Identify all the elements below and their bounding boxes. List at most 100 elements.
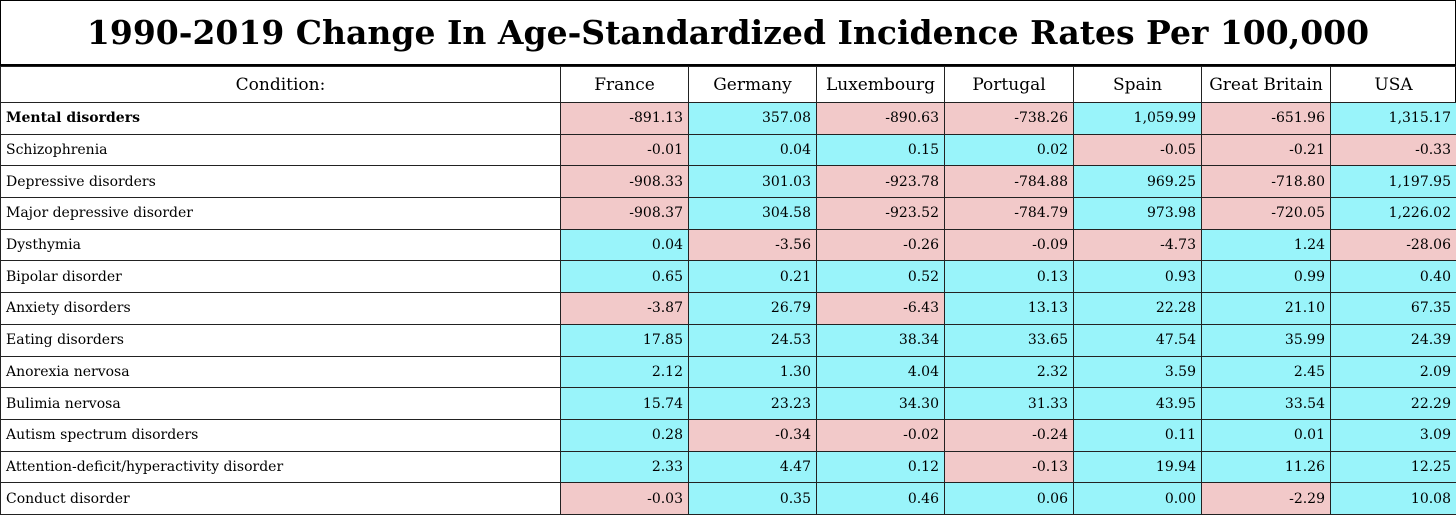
column-header: Luxembourg (816, 66, 945, 103)
value-cell: 2.12 (560, 355, 689, 389)
value-cell: 1,197.95 (1330, 165, 1456, 199)
value-cell: -738.26 (944, 102, 1074, 135)
value-cell: 34.30 (816, 387, 945, 420)
value-cell: 10.08 (1330, 482, 1456, 515)
value-cell: 12.25 (1330, 450, 1456, 484)
value-cell: 0.15 (816, 133, 945, 167)
table-row: Anxiety disorders -3.87 26.79 -6.43 13.13 22.… (0, 292, 1456, 325)
value-cell: 3.09 (1330, 418, 1456, 452)
table-row: Anorexia nervosa 2.12 1.30 4.04 2.32 3.59 2.45… (0, 355, 1456, 389)
column-header: Portugal (944, 66, 1074, 103)
value-cell: 2.45 (1201, 355, 1331, 389)
value-cell: 973.98 (1073, 197, 1202, 230)
value-cell: 43.95 (1073, 387, 1202, 420)
value-cell: -651.96 (1201, 102, 1331, 135)
condition-cell: Anxiety disorders (0, 292, 561, 325)
value-cell: -0.33 (1330, 133, 1456, 167)
value-cell: 0.21 (688, 260, 817, 294)
value-cell: 23.23 (688, 387, 817, 420)
value-cell: 33.54 (1201, 387, 1331, 420)
value-cell: -2.29 (1201, 482, 1331, 515)
table-row: Eating disorders 17.85 24.53 38.34 33.65 47.5… (0, 323, 1456, 357)
value-cell: 0.04 (688, 133, 817, 167)
value-cell: 0.40 (1330, 260, 1456, 294)
value-cell: 0.28 (560, 418, 689, 452)
value-cell: -0.13 (944, 450, 1074, 484)
value-cell: 0.13 (944, 260, 1074, 294)
condition-cell: Major depressive disorder (0, 197, 561, 230)
value-cell: 19.94 (1073, 450, 1202, 484)
condition-cell: Dysthymia (0, 228, 561, 262)
value-cell: -0.01 (560, 133, 689, 167)
value-cell: -908.37 (560, 197, 689, 230)
condition-cell: Anorexia nervosa (0, 355, 561, 389)
value-cell: -784.88 (944, 165, 1074, 199)
value-cell: -890.63 (816, 102, 945, 135)
value-cell: -0.03 (560, 482, 689, 515)
value-cell: 2.33 (560, 450, 689, 484)
header-row: Condition: France Germany Luxembourg Por… (0, 66, 1456, 103)
table-row: Depressive disorders -908.33 301.03 -923.78… (0, 165, 1456, 199)
value-cell: 22.28 (1073, 292, 1202, 325)
value-cell: 0.65 (560, 260, 689, 294)
condition-cell: Attention-deficit/hyperactivity disorder (0, 450, 561, 484)
value-cell: 4.04 (816, 355, 945, 389)
value-cell: 38.34 (816, 323, 945, 357)
value-cell: -923.52 (816, 197, 945, 230)
value-cell: 21.10 (1201, 292, 1331, 325)
value-cell: 969.25 (1073, 165, 1202, 199)
value-cell: -784.79 (944, 197, 1074, 230)
value-cell: 0.06 (944, 482, 1074, 515)
value-cell: 0.46 (816, 482, 945, 515)
value-cell: 11.26 (1201, 450, 1331, 484)
value-cell: 15.74 (560, 387, 689, 420)
value-cell: 0.11 (1073, 418, 1202, 452)
condition-cell: Mental disorders (0, 102, 561, 135)
value-cell: -923.78 (816, 165, 945, 199)
value-cell: 304.58 (688, 197, 817, 230)
table-row: Schizophrenia -0.01 0.04 0.15 0.02 -0.05 -0.21… (0, 133, 1456, 167)
value-cell: -0.26 (816, 228, 945, 262)
value-cell: -3.87 (560, 292, 689, 325)
value-cell: 0.04 (560, 228, 689, 262)
condition-cell: Conduct disorder (0, 482, 561, 515)
table-row: Bulimia nervosa 15.74 23.23 34.30 31.33 43.95… (0, 387, 1456, 420)
value-cell: 31.33 (944, 387, 1074, 420)
column-header: Germany (688, 66, 817, 103)
condition-cell: Autism spectrum disorders (0, 418, 561, 452)
data-table: Condition: France Germany Luxembourg Por… (0, 66, 1456, 515)
value-cell: 0.12 (816, 450, 945, 484)
value-cell: -720.05 (1201, 197, 1331, 230)
value-cell: 67.35 (1330, 292, 1456, 325)
column-header: Great Britain (1201, 66, 1331, 103)
value-cell: 2.32 (944, 355, 1074, 389)
condition-cell: Eating disorders (0, 323, 561, 357)
value-cell: -0.34 (688, 418, 817, 452)
column-header: Spain (1073, 66, 1202, 103)
value-cell: 1.30 (688, 355, 817, 389)
value-cell: 1,059.99 (1073, 102, 1202, 135)
value-cell: 17.85 (560, 323, 689, 357)
chart-title: 1990-2019 Change In Age-Standardized Inc… (0, 0, 1456, 66)
value-cell: 0.35 (688, 482, 817, 515)
table-row: Conduct disorder -0.03 0.35 0.46 0.06 0.00 -2.… (0, 482, 1456, 515)
value-cell: 13.13 (944, 292, 1074, 325)
table-row: Bipolar disorder 0.65 0.21 0.52 0.13 0.93 0.99… (0, 260, 1456, 294)
value-cell: -6.43 (816, 292, 945, 325)
column-header: USA (1330, 66, 1456, 103)
value-cell: 33.65 (944, 323, 1074, 357)
value-cell: -0.02 (816, 418, 945, 452)
value-cell: -4.73 (1073, 228, 1202, 262)
value-cell: 2.09 (1330, 355, 1456, 389)
value-cell: 0.52 (816, 260, 945, 294)
value-cell: -0.24 (944, 418, 1074, 452)
value-cell: -3.56 (688, 228, 817, 262)
table-row: Dysthymia 0.04 -3.56 -0.26 -0.09 -4.73 1.24 -28… (0, 228, 1456, 262)
condition-cell: Bipolar disorder (0, 260, 561, 294)
column-header: Condition: (0, 66, 561, 103)
value-cell: 22.29 (1330, 387, 1456, 420)
value-cell: 1,226.02 (1330, 197, 1456, 230)
table-row: Attention-deficit/hyperactivity disorder… (0, 450, 1456, 484)
value-cell: -28.06 (1330, 228, 1456, 262)
condition-cell: Depressive disorders (0, 165, 561, 199)
